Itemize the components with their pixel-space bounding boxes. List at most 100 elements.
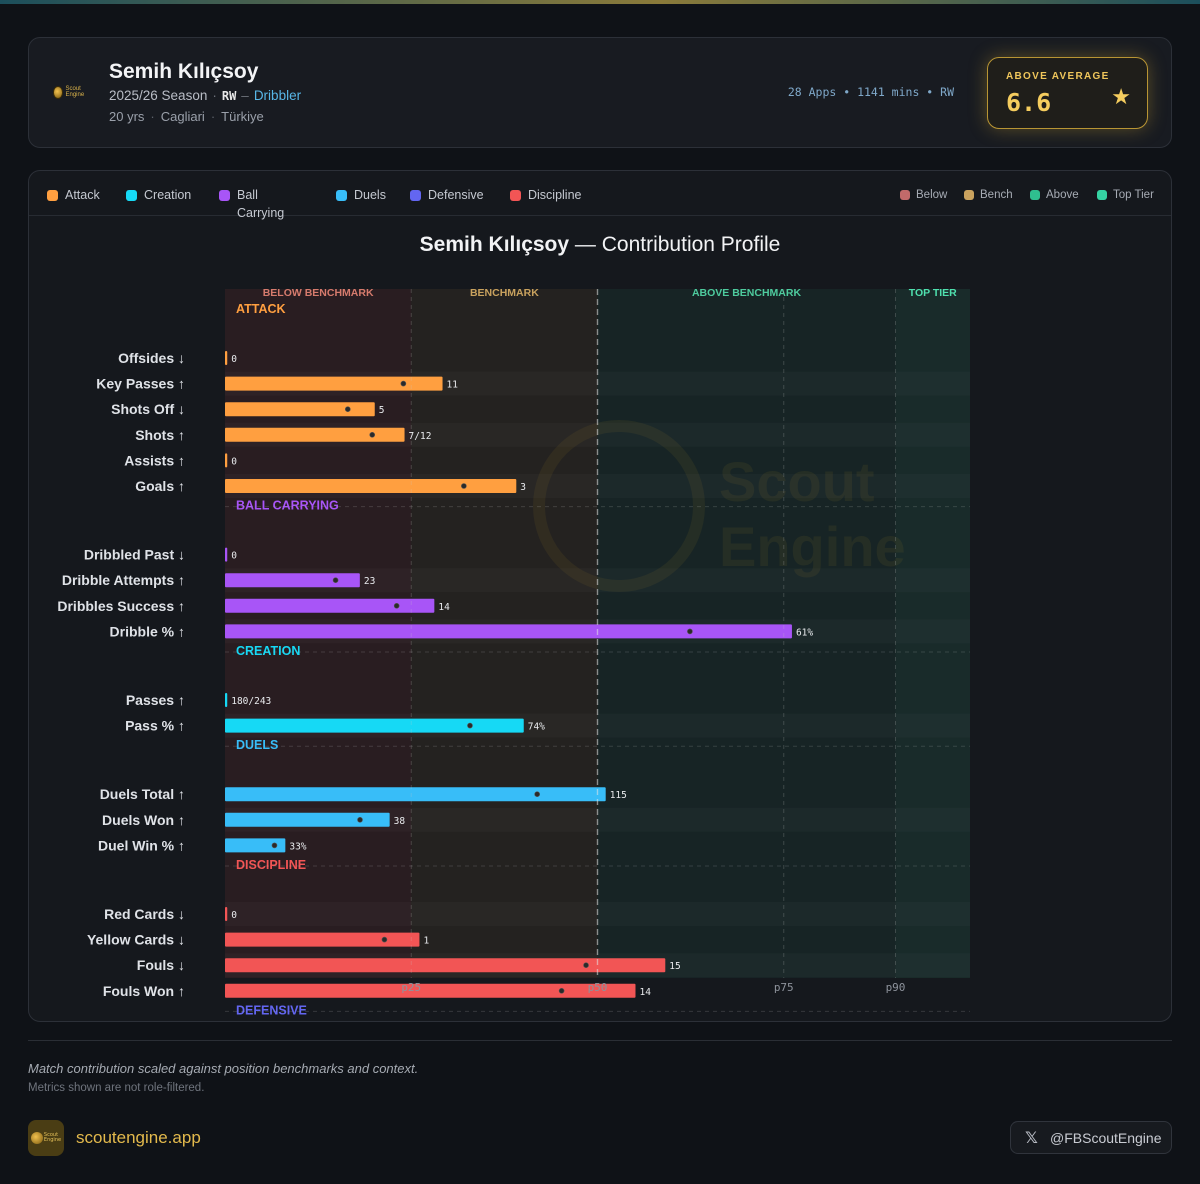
metric-value: 14 bbox=[639, 987, 651, 998]
logo-text: Scout Engine bbox=[65, 86, 85, 98]
metric-value: 3 bbox=[520, 482, 526, 493]
rating-value: 6.6 bbox=[1006, 88, 1052, 117]
legend-swatch bbox=[510, 190, 521, 201]
bar-ball-icon bbox=[393, 602, 400, 609]
metric-label: Shots Off ↓ bbox=[111, 401, 185, 417]
player-age: 20 yrs bbox=[109, 109, 145, 124]
metric-label: Fouls ↓ bbox=[137, 957, 185, 973]
bar-ball-icon bbox=[687, 628, 693, 635]
group-label: CREATION bbox=[236, 644, 300, 658]
zone-label: BENCHMARK bbox=[470, 287, 539, 299]
metric-value: 74% bbox=[528, 722, 545, 733]
x-tick-label: p50 bbox=[588, 981, 608, 994]
legend-tier-above: Above bbox=[1030, 189, 1079, 201]
legend-tier-bench: Bench bbox=[964, 189, 1013, 201]
group-label: DEFENSIVE bbox=[236, 1003, 307, 1017]
legend-ball-carrying: Ball Carrying bbox=[219, 188, 309, 222]
legend-swatch bbox=[126, 190, 137, 201]
rating-label: ABOVE AVERAGE bbox=[1006, 71, 1110, 82]
player-nation: Türkiye bbox=[221, 109, 264, 124]
top-accent-line bbox=[0, 0, 1200, 4]
metric-bar bbox=[225, 598, 435, 613]
legend-discipline: Discipline bbox=[510, 188, 582, 202]
metric-value: 14 bbox=[438, 602, 450, 613]
metric-bar bbox=[225, 479, 517, 493]
metric-label: Assists ↑ bbox=[124, 452, 185, 468]
legend-creation: Creation bbox=[126, 188, 191, 202]
group-label: BALL CARRYING bbox=[236, 499, 339, 513]
bar-ball-icon bbox=[400, 380, 407, 387]
metric-bar bbox=[225, 812, 390, 827]
metric-label: Dribble % ↑ bbox=[110, 623, 185, 639]
metric-value: 5 bbox=[379, 405, 385, 416]
site-link[interactable]: scoutengine.app bbox=[76, 1128, 201, 1147]
metric-label: Duels Total ↑ bbox=[100, 786, 185, 802]
metric-bar bbox=[225, 718, 524, 733]
metric-bar bbox=[225, 907, 228, 921]
bio-line: 20 yrs · Cagliari · Türkiye bbox=[109, 109, 264, 124]
bar-ball-icon bbox=[357, 816, 363, 823]
player-role: Dribbler bbox=[253, 88, 302, 103]
metric-label: Pass % ↑ bbox=[125, 718, 185, 734]
chart-title-sep: — bbox=[569, 233, 602, 256]
watermark-text-2: Engine bbox=[719, 515, 906, 578]
zone-top-tier bbox=[895, 289, 970, 978]
x-profile-button[interactable]: 𝕏 @FBScoutEngine bbox=[1010, 1121, 1172, 1154]
metric-label: Dribbles Success ↑ bbox=[57, 598, 185, 614]
legend-swatch bbox=[219, 190, 230, 201]
contribution-chart: Semih Kılıçsoy — Contribution Profile BEL… bbox=[57, 233, 970, 1017]
metric-bar bbox=[225, 932, 420, 947]
player-name: Semih Kılıçsoy bbox=[109, 60, 259, 83]
chart-title-text: Contribution Profile bbox=[602, 233, 781, 256]
bar-ball-icon bbox=[467, 722, 473, 729]
rating-badge: ABOVE AVERAGE 6.6 ★ bbox=[987, 57, 1148, 129]
metric-bar bbox=[225, 958, 666, 973]
metric-value: 38 bbox=[394, 816, 406, 827]
metric-value: 7/12 bbox=[409, 431, 432, 442]
bar-ball-icon bbox=[344, 406, 351, 412]
metric-label: Goals ↑ bbox=[135, 478, 185, 494]
zone-label: ABOVE BENCHMARK bbox=[692, 287, 802, 299]
metric-label: Dribbled Past ↓ bbox=[84, 547, 185, 563]
bar-ball-icon bbox=[271, 842, 278, 849]
metric-label: Passes ↑ bbox=[126, 692, 185, 708]
position-badge: RW bbox=[221, 89, 237, 103]
metric-value: 0 bbox=[231, 910, 237, 921]
footer-divider bbox=[28, 1040, 1172, 1041]
metric-label: Fouls Won ↑ bbox=[103, 983, 185, 999]
bar-ball-icon bbox=[369, 431, 376, 438]
legend-tier-top: Top Tier bbox=[1097, 189, 1154, 201]
metric-value: 1 bbox=[423, 936, 429, 947]
metric-bar bbox=[225, 453, 228, 468]
footnote-secondary: Metrics shown are not role-filtered. bbox=[28, 1082, 205, 1094]
zone-label: BELOW BENCHMARK bbox=[263, 287, 374, 299]
metric-bar bbox=[225, 573, 360, 588]
apps-minutes-meta: 28 Apps • 1141 mins • RW bbox=[787, 85, 954, 99]
metric-value: 0 bbox=[231, 551, 237, 562]
scout-engine-logo: Scout Engine bbox=[53, 78, 93, 106]
bar-ball-icon bbox=[558, 987, 565, 994]
group-label: ATTACK bbox=[236, 302, 286, 316]
metric-label: Key Passes ↑ bbox=[96, 376, 185, 392]
ball-icon bbox=[53, 85, 64, 99]
chart-title: Semih Kılıçsoy — Contribution Profile bbox=[420, 233, 781, 256]
chart-title-name: Semih Kılıçsoy bbox=[420, 233, 570, 256]
metric-bar bbox=[225, 787, 606, 802]
legend-swatch bbox=[47, 190, 58, 201]
metric-value: 15 bbox=[669, 961, 680, 972]
metric-bar bbox=[225, 376, 443, 391]
metric-value: 0 bbox=[231, 456, 237, 467]
metric-bar bbox=[225, 983, 636, 998]
bar-ball-icon bbox=[583, 962, 589, 969]
legend-tier-below: Below bbox=[900, 189, 947, 201]
x-tick-label: p90 bbox=[886, 981, 906, 994]
site-logo-icon: Scout Engine bbox=[28, 1120, 64, 1156]
metric-value: 33% bbox=[289, 841, 306, 852]
watermark-ball-icon bbox=[533, 420, 705, 592]
bar-ball-icon bbox=[461, 483, 467, 489]
x-logo-icon: 𝕏 bbox=[1025, 1128, 1038, 1147]
x-tick-label: p75 bbox=[774, 981, 794, 994]
metric-label: Offsides ↓ bbox=[118, 350, 185, 366]
metric-value: 115 bbox=[610, 790, 627, 801]
metric-value: 23 bbox=[364, 576, 375, 587]
